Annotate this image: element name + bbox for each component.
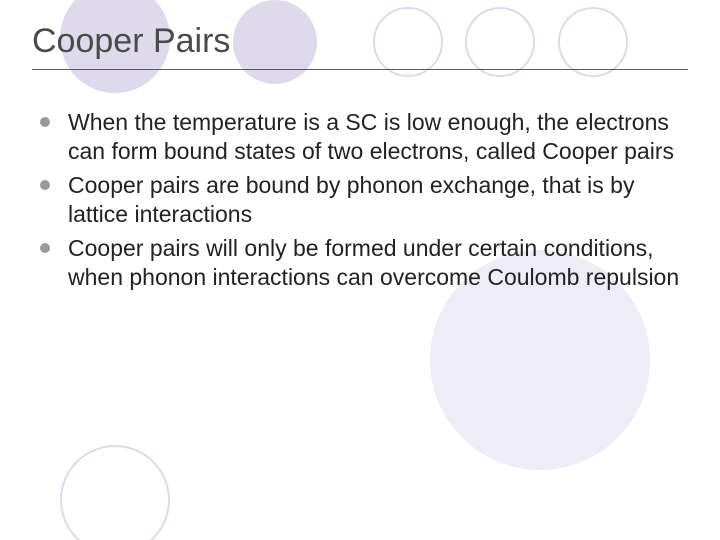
slide: Cooper Pairs When the temperature is a S…: [0, 0, 720, 540]
title-underline: [32, 69, 688, 70]
bullet-text: Cooper pairs are bound by phonon exchang…: [68, 171, 688, 230]
list-item: Cooper pairs will only be formed under c…: [40, 234, 688, 293]
bullet-list: When the temperature is a SC is low enou…: [32, 108, 688, 293]
bg-circle-6: [60, 445, 170, 540]
list-item: Cooper pairs are bound by phonon exchang…: [40, 171, 688, 230]
list-item: When the temperature is a SC is low enou…: [40, 108, 688, 167]
bullet-icon: [40, 180, 50, 190]
bullet-text: When the temperature is a SC is low enou…: [68, 108, 688, 167]
bullet-icon: [40, 117, 50, 127]
bullet-text: Cooper pairs will only be formed under c…: [68, 234, 688, 293]
page-title: Cooper Pairs: [32, 22, 688, 61]
bullet-icon: [40, 243, 50, 253]
